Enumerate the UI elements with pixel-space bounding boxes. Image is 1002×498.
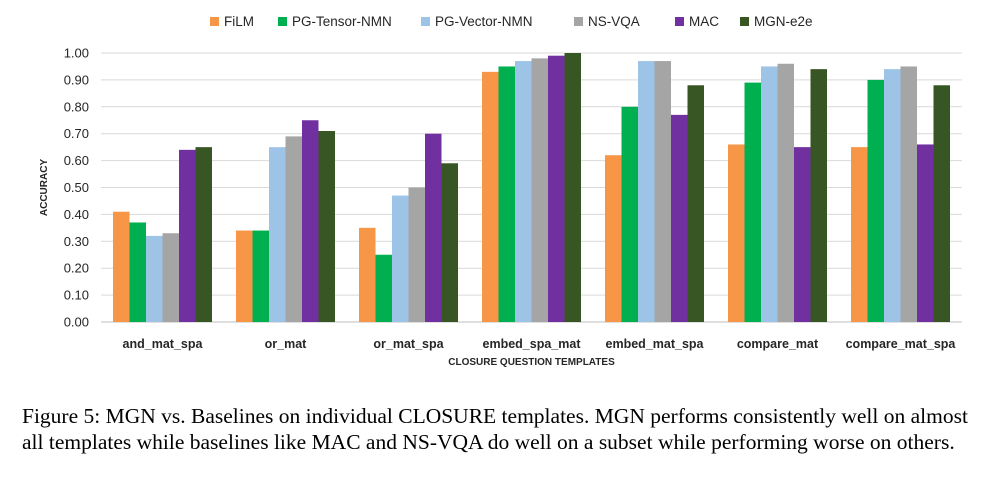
bar-mgn-e2e-compare_mat xyxy=(810,69,827,322)
bar-chart: 0.00 0.10 0.20 0.30 0.40 0.50 0.60 0.70 0.80 0.90… xyxy=(39,14,962,368)
bar-mac-compare_mat_spa xyxy=(917,144,934,322)
bar-mac-or_mat_spa xyxy=(425,133,442,322)
bar-pg-tensor-nmn-or_mat_spa xyxy=(375,254,392,322)
legend-swatch-mgn-e2e xyxy=(740,17,749,26)
y-axis-title: ACCURACY xyxy=(39,159,50,217)
legend-swatch-pg-tensor-nmn xyxy=(278,17,287,26)
x-category-label: embed_mat_spa xyxy=(606,337,705,351)
bar-pg-vector-nmn-or_mat_spa xyxy=(392,195,409,322)
x-category-label: or_mat_spa xyxy=(373,337,444,351)
legend: FiLM PG-Tensor-NMN PG-Vector-NMN NS-VQA MAC M… xyxy=(210,14,813,29)
bar-mgn-e2e-embed_spa_mat xyxy=(564,53,581,322)
bar-ns-vqa-or_mat xyxy=(285,136,302,322)
legend-label: NS-VQA xyxy=(588,14,640,29)
y-tick-label: 0.30 xyxy=(64,234,89,249)
bar-pg-tensor-nmn-compare_mat xyxy=(744,82,761,322)
bar-ns-vqa-or_mat_spa xyxy=(408,187,425,322)
legend-swatch-pg-vector-nmn xyxy=(421,17,430,26)
bar-mgn-e2e-and_mat_spa xyxy=(195,147,212,322)
bar-film-embed_spa_mat xyxy=(482,71,499,322)
bar-pg-vector-nmn-compare_mat_spa xyxy=(884,69,901,322)
x-category-label: or_mat xyxy=(265,337,308,351)
bar-pg-tensor-nmn-compare_mat_spa xyxy=(867,79,884,323)
bar-pg-tensor-nmn-or_mat xyxy=(252,230,269,322)
bar-mac-and_mat_spa xyxy=(179,149,196,322)
legend-label: PG-Tensor-NMN xyxy=(292,14,392,29)
bar-mgn-e2e-or_mat_spa xyxy=(441,163,458,322)
bar-pg-vector-nmn-embed_mat_spa xyxy=(638,61,655,322)
y-tick-label: 0.90 xyxy=(64,72,89,87)
bars xyxy=(113,53,950,323)
bar-film-compare_mat xyxy=(728,144,745,322)
bar-pg-tensor-nmn-embed_spa_mat xyxy=(498,66,515,322)
bar-pg-vector-nmn-or_mat xyxy=(269,147,286,322)
legend-swatch-ns-vqa xyxy=(574,17,583,26)
bar-film-or_mat xyxy=(236,230,253,322)
bar-mac-embed_mat_spa xyxy=(671,114,688,323)
bar-mac-embed_spa_mat xyxy=(548,55,565,322)
bar-film-embed_mat_spa xyxy=(605,155,622,322)
bar-mgn-e2e-compare_mat_spa xyxy=(933,85,950,322)
legend-label: MGN-e2e xyxy=(754,14,813,29)
bar-film-or_mat_spa xyxy=(359,227,376,322)
x-category-label: and_mat_spa xyxy=(123,337,204,351)
bar-mac-or_mat xyxy=(302,120,319,322)
y-tick-label: 0.40 xyxy=(64,207,89,222)
bar-film-compare_mat_spa xyxy=(851,147,868,322)
y-tick-label: 0.70 xyxy=(64,126,89,141)
y-tick-label: 0.80 xyxy=(64,99,89,114)
x-category-label: compare_mat_spa xyxy=(846,337,957,351)
bar-pg-vector-nmn-and_mat_spa xyxy=(146,235,163,322)
legend-label: PG-Vector-NMN xyxy=(435,14,533,29)
y-tick-label: 0.00 xyxy=(64,315,89,330)
bar-ns-vqa-embed_mat_spa xyxy=(654,61,671,322)
bar-mac-compare_mat xyxy=(794,147,811,322)
bar-pg-vector-nmn-compare_mat xyxy=(761,66,778,322)
x-axis-title: CLOSURE QUESTION TEMPLATES xyxy=(448,357,615,368)
bar-pg-vector-nmn-embed_spa_mat xyxy=(515,61,532,322)
bar-pg-tensor-nmn-embed_mat_spa xyxy=(621,106,638,322)
y-tick-label: 0.50 xyxy=(64,180,89,195)
y-tick-label: 1.00 xyxy=(64,46,89,61)
legend-swatch-mac xyxy=(675,17,684,26)
figure-caption: Figure 5: MGN vs. Baselines on individua… xyxy=(22,404,968,454)
x-category-label: compare_mat xyxy=(737,337,819,351)
y-tick-label: 0.20 xyxy=(64,261,89,276)
bar-pg-tensor-nmn-and_mat_spa xyxy=(129,222,146,322)
bar-film-and_mat_spa xyxy=(113,211,130,322)
x-category-label: embed_spa_mat xyxy=(483,337,582,351)
bar-ns-vqa-and_mat_spa xyxy=(162,233,179,322)
bar-mgn-e2e-or_mat xyxy=(318,131,335,322)
y-tick-label: 0.10 xyxy=(64,288,89,303)
y-axis-ticks: 0.00 0.10 0.20 0.30 0.40 0.50 0.60 0.70 0.80 0.90… xyxy=(64,46,89,330)
bar-ns-vqa-compare_mat_spa xyxy=(900,66,917,322)
bar-ns-vqa-embed_spa_mat xyxy=(531,58,548,322)
bar-ns-vqa-compare_mat xyxy=(777,63,794,322)
legend-label: FiLM xyxy=(224,14,254,29)
legend-label: MAC xyxy=(689,14,719,29)
legend-swatch-film xyxy=(210,17,219,26)
y-tick-label: 0.60 xyxy=(64,153,89,168)
bar-mgn-e2e-embed_mat_spa xyxy=(687,85,704,322)
x-axis-categories: and_mat_spa or_mat or_mat_spa embed_spa_mat… xyxy=(123,337,957,351)
